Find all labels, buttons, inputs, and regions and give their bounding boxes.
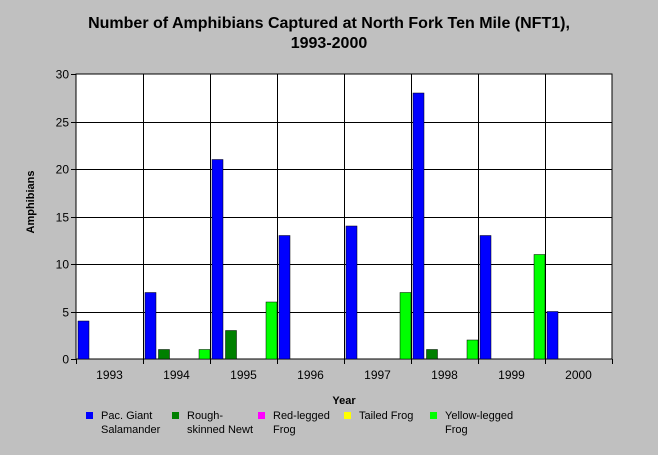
legend-swatch [258, 412, 265, 419]
legend-label: Yellow-legged Frog [445, 410, 514, 436]
y-tick-label: 30 [56, 68, 70, 82]
y-axis-ticks: 0 5 10 15 20 25 30 [56, 68, 76, 367]
bar-yellow-legged-frog-1995 [265, 301, 278, 360]
y-tick-label: 20 [56, 163, 70, 177]
chart-title: Number of Amphibians Captured at North F… [0, 14, 658, 54]
legend-label: Rough-skinned Newt [187, 410, 254, 436]
legend-swatch [344, 412, 351, 419]
x-tick-label: 2000 [565, 368, 592, 382]
y-tick-label: 25 [56, 116, 70, 130]
bar-rough-skinned-newt-1994 [158, 349, 170, 360]
chart-title-line-1: Number of Amphibians Captured at North F… [88, 15, 570, 32]
legend-swatch [86, 412, 93, 419]
bar-pac-giant-salamander-1999 [479, 235, 492, 360]
bar-pac-giant-salamander-1998 [412, 92, 425, 360]
x-tick-label: 1995 [230, 368, 257, 382]
x-axis-ticks: 1993 1994 1995 1996 1997 1998 1999 2000 [76, 359, 613, 382]
chart-title-line-2: 1993-2000 [290, 35, 368, 52]
bars [77, 92, 559, 360]
bar-pac-giant-salamander-1995 [211, 159, 224, 360]
bar-pac-giant-salamander-1996 [278, 235, 291, 360]
x-tick-label: 1994 [163, 368, 190, 382]
bar-rough-skinned-newt-1995 [225, 330, 237, 360]
bar-pac-giant-salamander-1993 [77, 320, 90, 360]
legend-label: Pac. Giant Salamander [101, 410, 161, 436]
legend-label: Tailed Frog [359, 410, 414, 422]
legend: Pac. Giant Salamander Rough-skinned Newt R… [86, 409, 646, 449]
y-axis-label: Amphibians [25, 171, 37, 234]
bar-yellow-legged-frog-1998 [466, 339, 479, 360]
x-tick-label: 1993 [96, 368, 123, 382]
y-tick-label: 10 [56, 258, 70, 272]
y-tick-label: 5 [62, 306, 69, 320]
bar-yellow-legged-frog-1994 [198, 349, 211, 360]
bar-yellow-legged-frog-1997 [399, 292, 412, 360]
legend-label: Red-legged Frog [273, 410, 330, 436]
bar-yellow-legged-frog-1999 [533, 254, 546, 360]
bar-pac-giant-salamander-1997 [345, 225, 358, 360]
bar-pac-giant-salamander-2000 [546, 311, 559, 360]
legend-swatch [430, 412, 437, 419]
x-tick-label: 1997 [364, 368, 391, 382]
x-tick-label: 1999 [498, 368, 525, 382]
y-tick-label: 0 [62, 353, 69, 367]
grid-lines [76, 74, 612, 359]
legend-swatch [172, 412, 179, 419]
x-axis-label: Year [332, 395, 356, 407]
x-tick-label: 1998 [431, 368, 458, 382]
x-tick-label: 1996 [297, 368, 324, 382]
y-tick-label: 15 [56, 211, 70, 225]
bar-pac-giant-salamander-1994 [144, 292, 157, 360]
bar-rough-skinned-newt-1998 [426, 349, 438, 360]
